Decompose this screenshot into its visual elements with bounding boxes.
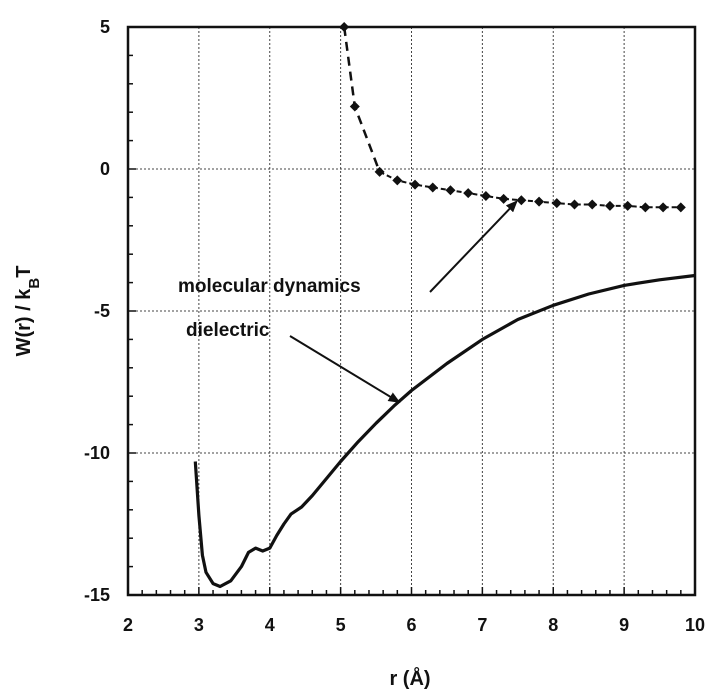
x-tick-label-9: 9 xyxy=(619,615,629,635)
data-point-molecular-dynamics-11 xyxy=(534,196,545,207)
y-axis-title-subscript: B xyxy=(26,278,43,289)
data-point-molecular-dynamics-15 xyxy=(604,200,615,211)
data-point-molecular-dynamics-13 xyxy=(569,199,580,210)
annotations: molecular dynamics dielectric xyxy=(178,200,518,403)
x-tick-label-6: 6 xyxy=(406,615,416,635)
y-tick-label--5: -5 xyxy=(94,301,110,321)
data-point-molecular-dynamics-19 xyxy=(675,202,686,213)
data-point-molecular-dynamics-14 xyxy=(587,199,598,210)
x-tick-label-5: 5 xyxy=(336,615,346,635)
series-line-molecular-dynamics-steep xyxy=(342,26,381,173)
data-point-molecular-dynamics-10 xyxy=(516,195,527,206)
data-point-molecular-dynamics-5 xyxy=(427,182,438,193)
y-tick-label-5: 5 xyxy=(100,17,110,37)
tick-marks xyxy=(127,26,696,596)
data-point-molecular-dynamics-7 xyxy=(463,188,474,199)
series-line-dielectric xyxy=(193,273,696,589)
data-point-molecular-dynamics-6 xyxy=(445,185,456,196)
data-point-molecular-dynamics-0 xyxy=(339,22,350,32)
data-point-molecular-dynamics-4 xyxy=(410,179,421,190)
annotation-arrow-molecular-dynamics xyxy=(429,200,518,293)
x-tick-label-8: 8 xyxy=(548,615,558,635)
series-line-molecular-dynamics xyxy=(379,170,681,209)
y-axis-title-tail: T xyxy=(13,266,35,278)
x-tick-label-4: 4 xyxy=(265,615,275,635)
annotation-arrow-dielectric xyxy=(289,335,401,403)
grid-lines xyxy=(128,27,695,595)
data-point-molecular-dynamics-18 xyxy=(658,202,669,213)
data-point-molecular-dynamics-9 xyxy=(498,193,509,204)
x-tick-label-10: 10 xyxy=(685,615,705,635)
series-layer xyxy=(193,22,696,589)
data-point-molecular-dynamics-2 xyxy=(374,166,385,177)
data-point-molecular-dynamics-12 xyxy=(551,198,562,209)
tick-labels: 2 3 4 5 6 7 8 9 10 5 0 -5 -10 -15 xyxy=(84,17,705,635)
y-tick-label--15: -15 xyxy=(84,585,110,605)
y-axis-title: W(r) / kBT xyxy=(13,266,43,357)
y-axis-title-main: W(r) / k xyxy=(13,288,35,357)
data-point-molecular-dynamics-8 xyxy=(480,190,491,201)
data-point-molecular-dynamics-1 xyxy=(349,101,360,112)
annotation-molecular-dynamics: molecular dynamics xyxy=(178,276,361,297)
x-axis-title: r (Å) xyxy=(389,666,430,690)
x-tick-label-7: 7 xyxy=(477,615,487,635)
annotation-dielectric: dielectric xyxy=(186,320,270,341)
data-point-molecular-dynamics-17 xyxy=(640,202,651,213)
y-tick-label--10: -10 xyxy=(84,443,110,463)
data-point-molecular-dynamics-16 xyxy=(622,200,633,211)
y-tick-label-0: 0 xyxy=(100,159,110,179)
x-tick-label-2: 2 xyxy=(123,615,133,635)
data-point-molecular-dynamics-3 xyxy=(392,175,403,186)
x-tick-label-3: 3 xyxy=(194,615,204,635)
